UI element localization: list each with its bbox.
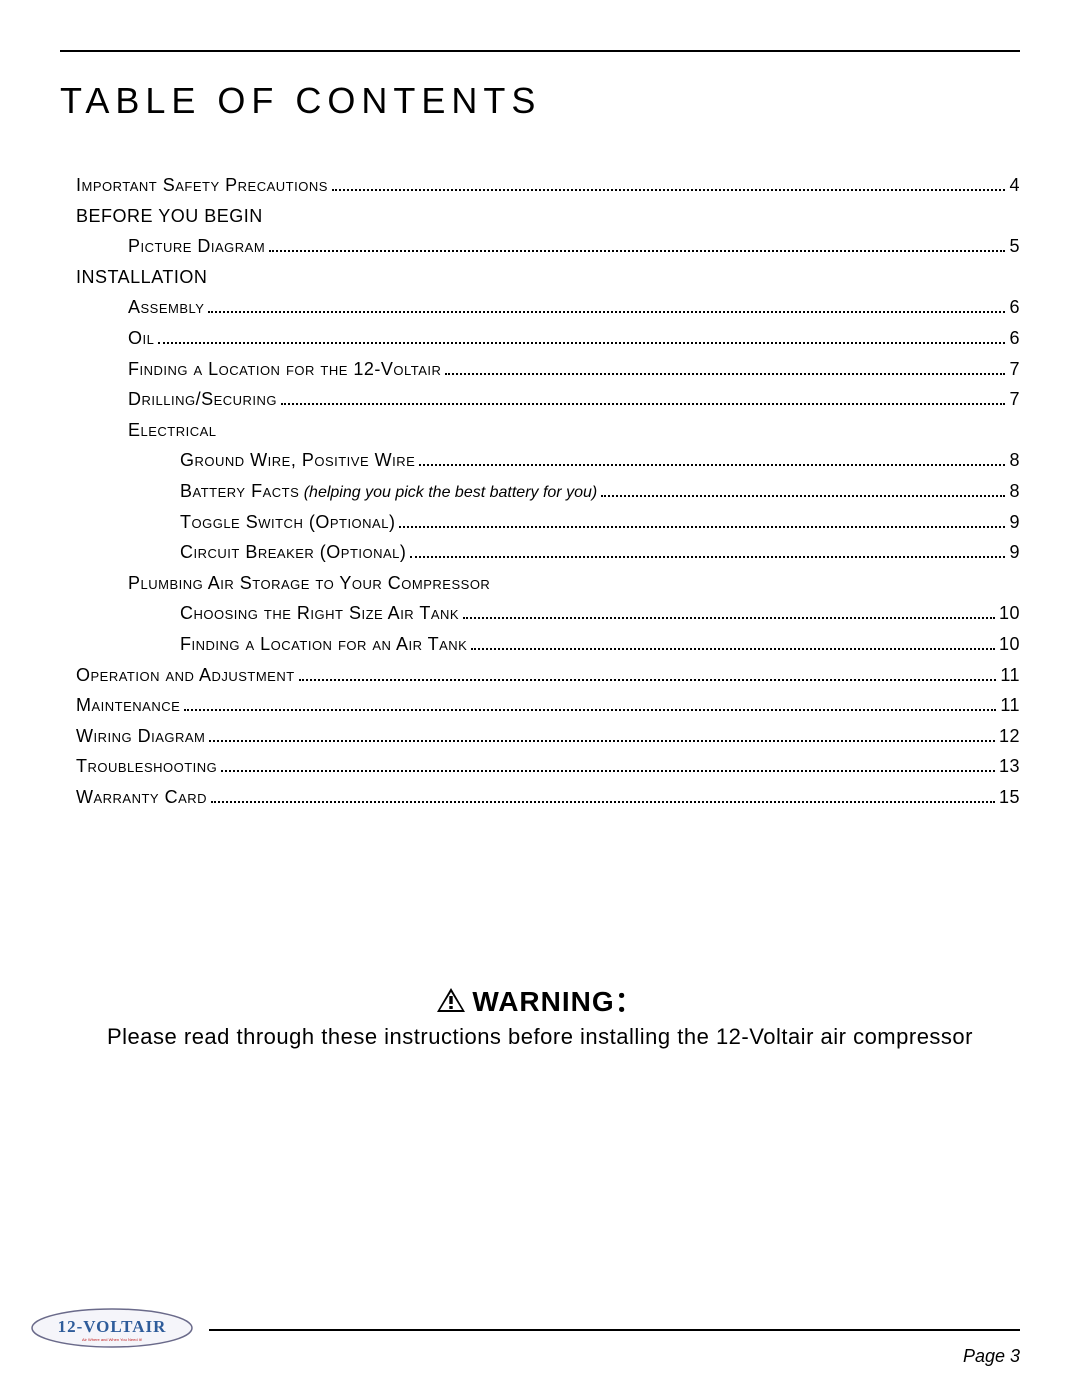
- toc-label: Circuit Breaker (Optional): [180, 537, 406, 568]
- toc-label: Oil: [128, 323, 154, 354]
- toc-entry: Assembly 6: [60, 292, 1020, 323]
- svg-text:Air Where and When You Need It: Air Where and When You Need It!: [82, 1337, 142, 1342]
- page-title: TABLE OF CONTENTS: [60, 80, 1020, 122]
- toc-section: INSTALLATION: [60, 262, 1020, 293]
- toc-label: Choosing the Right Size Air Tank: [180, 598, 459, 629]
- toc-page: 6: [1009, 292, 1020, 323]
- toc-leader: [332, 189, 1006, 191]
- toc-entry: Maintenance 11: [60, 690, 1020, 721]
- toc-entry: Choosing the Right Size Air Tank 10: [60, 598, 1020, 629]
- warning-icon: [436, 987, 466, 1013]
- toc-page: 8: [1009, 445, 1020, 476]
- toc-page: 8: [1009, 476, 1020, 507]
- warning-block: WARNING： Please read through these instr…: [0, 980, 1080, 1050]
- toc-leader: [410, 556, 1005, 558]
- toc-label: Troubleshooting: [76, 751, 217, 782]
- toc-page: 7: [1009, 384, 1020, 415]
- toc-leader: [601, 495, 1005, 497]
- page-number: Page 3: [963, 1346, 1020, 1367]
- toc-leader: [269, 250, 1005, 252]
- brand-logo: 12-VOLTAIR Air Where and When You Need I…: [30, 1307, 195, 1349]
- table-of-contents: Important Safety Precautions 4 BEFORE YO…: [60, 170, 1020, 812]
- toc-leader: [419, 464, 1005, 466]
- toc-page: 13: [999, 751, 1020, 782]
- toc-page: 4: [1009, 170, 1020, 201]
- toc-leader: [463, 617, 995, 619]
- toc-label: Finding a Location for an Air Tank: [180, 629, 467, 660]
- toc-sublabel: (helping you pick the best battery for y…: [299, 484, 597, 501]
- warning-text: Please read through these instructions b…: [0, 1024, 1080, 1050]
- toc-label: Wiring Diagram: [76, 721, 205, 752]
- toc-entry: Oil 6: [60, 323, 1020, 354]
- toc-leader: [208, 311, 1005, 313]
- toc-leader: [299, 679, 997, 681]
- toc-label: Picture Diagram: [128, 231, 265, 262]
- toc-page: 11: [1000, 690, 1020, 721]
- top-rule: [60, 50, 1020, 52]
- toc-page: 5: [1009, 231, 1020, 262]
- toc-entry: Finding a Location for an Air Tank 10: [60, 629, 1020, 660]
- toc-page: 11: [1000, 660, 1020, 691]
- toc-page: 6: [1009, 323, 1020, 354]
- toc-label: Ground Wire, Positive Wire: [180, 445, 415, 476]
- toc-page: 12: [999, 721, 1020, 752]
- toc-page: 10: [999, 598, 1020, 629]
- toc-page: 10: [999, 629, 1020, 660]
- svg-text:12-VOLTAIR: 12-VOLTAIR: [58, 1317, 167, 1336]
- toc-entry: Operation and Adjustment 11: [60, 660, 1020, 691]
- toc-section: Electrical: [60, 415, 1020, 446]
- warning-title: WARNING：: [472, 980, 643, 1020]
- toc-label: Battery Facts (helping you pick the best…: [180, 476, 597, 507]
- toc-entry: Toggle Switch (Optional) 9: [60, 507, 1020, 538]
- toc-page: 15: [999, 782, 1020, 813]
- toc-label: Important Safety Precautions: [76, 170, 328, 201]
- toc-entry: Picture Diagram 5: [60, 231, 1020, 262]
- toc-entry: Drilling/Securing 7: [60, 384, 1020, 415]
- page-footer: 12-VOLTAIR Air Where and When You Need I…: [30, 1307, 1020, 1349]
- toc-label: Drilling/Securing: [128, 384, 277, 415]
- toc-leader: [184, 709, 996, 711]
- toc-leader: [158, 342, 1005, 344]
- toc-entry: Warranty Card 15: [60, 782, 1020, 813]
- toc-label: Operation and Adjustment: [76, 660, 295, 691]
- toc-page: 7: [1009, 354, 1020, 385]
- toc-entry: Finding a Location for the 12-Voltair 7: [60, 354, 1020, 385]
- toc-label: Warranty Card: [76, 782, 207, 813]
- toc-entry: Troubleshooting 13: [60, 751, 1020, 782]
- toc-leader: [211, 801, 995, 803]
- toc-section: BEFORE YOU BEGIN: [60, 201, 1020, 232]
- toc-entry: Important Safety Precautions 4: [60, 170, 1020, 201]
- footer-rule: [209, 1329, 1020, 1331]
- toc-leader: [221, 770, 995, 772]
- toc-entry: Wiring Diagram 12: [60, 721, 1020, 752]
- toc-label: Toggle Switch (Optional): [180, 507, 395, 538]
- toc-label: Assembly: [128, 292, 204, 323]
- toc-leader: [399, 526, 1005, 528]
- toc-label: Finding a Location for the 12-Voltair: [128, 354, 441, 385]
- toc-label: Maintenance: [76, 690, 180, 721]
- toc-entry: Battery Facts (helping you pick the best…: [60, 476, 1020, 507]
- toc-entry: Circuit Breaker (Optional) 9: [60, 537, 1020, 568]
- toc-page: 9: [1009, 507, 1020, 538]
- toc-leader: [281, 403, 1005, 405]
- toc-entry: Ground Wire, Positive Wire 8: [60, 445, 1020, 476]
- toc-leader: [445, 373, 1005, 375]
- toc-section: Plumbing Air Storage to Your Compressor: [60, 568, 1020, 599]
- toc-leader: [209, 740, 995, 742]
- toc-page: 9: [1009, 537, 1020, 568]
- toc-leader: [471, 648, 995, 650]
